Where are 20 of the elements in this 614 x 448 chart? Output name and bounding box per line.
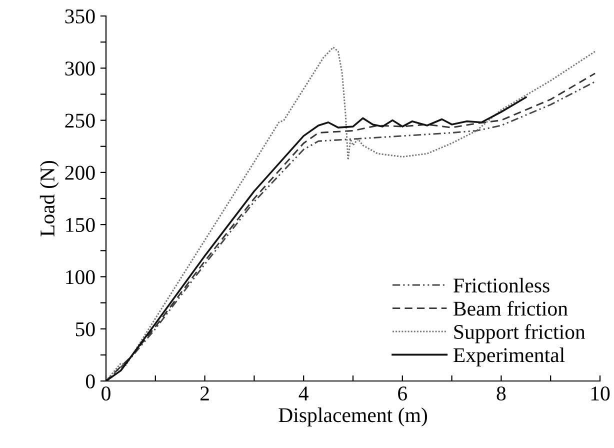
y-tick-label: 150 <box>66 218 95 232</box>
y-tick-label: 50 <box>76 322 95 336</box>
y-tick-label: 0 <box>86 374 95 388</box>
x-tick-label: 4 <box>298 386 308 400</box>
y-tick-label: 200 <box>65 166 95 180</box>
x-tick-label: 10 <box>591 386 610 401</box>
x-tick-label: 8 <box>496 386 506 401</box>
legend-label: Experimental <box>454 348 565 366</box>
legend-label: Frictionless <box>454 278 550 293</box>
y-tick-label: 100 <box>66 270 95 284</box>
y-tick-label: 350 <box>65 9 95 24</box>
x-tick-label: 0 <box>102 386 110 401</box>
y-tick-label: 300 <box>65 62 95 76</box>
x-tick-label: 6 <box>398 386 407 401</box>
y-tick-label: 250 <box>65 114 95 128</box>
x-tick-label: 2 <box>200 386 209 400</box>
legend-label: Beam friction <box>454 300 568 316</box>
legend-label: Support friction <box>454 324 586 344</box>
x-axis-title: Displacement (m) <box>278 408 427 426</box>
y-axis-title: Load (N) <box>40 160 59 236</box>
